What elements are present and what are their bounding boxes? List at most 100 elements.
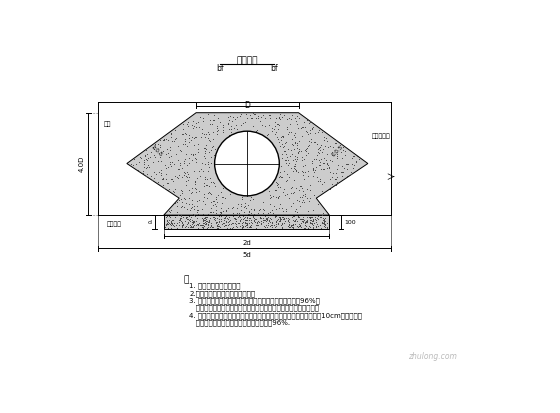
Point [292,218,301,225]
Point [236,121,245,128]
Point [340,147,349,154]
Point [177,218,186,225]
Point [313,129,322,136]
Point [309,217,318,223]
Point [149,159,158,166]
Point [320,224,329,230]
Point [303,208,312,214]
Point [174,171,183,178]
Point [133,166,142,173]
Point [251,222,260,229]
Point [290,156,299,162]
Point [306,187,315,194]
Point [193,140,202,147]
Point [197,222,206,228]
Point [235,223,244,230]
Point [150,169,158,176]
Point [281,159,290,166]
Point [232,216,241,223]
Point [237,200,246,207]
Point [211,196,220,202]
Point [282,151,291,157]
Point [187,122,196,128]
Point [238,119,247,126]
Point [262,221,270,228]
Point [153,140,162,147]
Point [338,146,347,153]
Point [265,218,274,225]
Point [176,214,185,221]
Text: 2d: 2d [242,240,251,246]
Point [300,119,309,125]
Point [206,215,214,222]
Point [272,219,281,225]
Point [322,161,331,167]
Point [256,118,265,124]
Point [319,216,328,223]
Point [267,128,276,135]
Point [256,218,265,224]
Point [170,161,179,168]
Point [253,113,262,120]
Point [204,219,213,226]
Point [237,222,246,229]
Point [286,147,295,154]
Point [184,135,193,141]
Point [170,188,179,195]
Point [295,214,304,220]
Point [238,220,247,227]
Point [326,185,335,192]
Point [162,180,171,186]
Point [200,223,209,229]
Point [278,224,287,230]
Point [250,206,259,212]
Point [325,175,334,182]
Point [287,184,296,190]
Point [180,158,189,164]
Point [155,144,164,151]
Point [229,213,238,219]
Point [304,168,312,175]
Point [215,213,224,219]
Point [309,220,318,226]
Point [153,178,162,185]
Point [245,223,254,230]
Point [195,123,204,130]
Point [269,193,278,199]
Point [278,174,287,180]
Point [274,220,283,227]
Point [206,147,215,153]
Point [204,131,213,137]
Point [162,222,171,228]
Point [167,176,176,183]
Point [316,214,325,221]
Point [251,218,260,225]
Point [319,146,328,152]
Point [203,221,212,227]
Point [284,128,293,135]
Point [194,225,203,231]
Point [181,135,190,142]
Point [288,150,297,157]
Point [301,218,310,225]
Point [331,182,340,188]
Point [282,154,291,161]
Point [245,211,254,217]
Point [207,191,216,198]
Point [227,126,236,133]
Point [208,144,217,150]
Point [323,224,332,231]
Point [289,132,298,138]
Point [185,222,194,229]
Point [200,131,209,138]
Point [255,206,264,213]
Point [140,157,149,163]
Point [195,222,204,229]
Point [186,150,195,157]
Point [285,221,294,228]
Point [178,190,186,197]
Point [291,163,300,169]
Point [298,162,307,169]
Point [242,115,251,121]
Point [267,124,276,131]
